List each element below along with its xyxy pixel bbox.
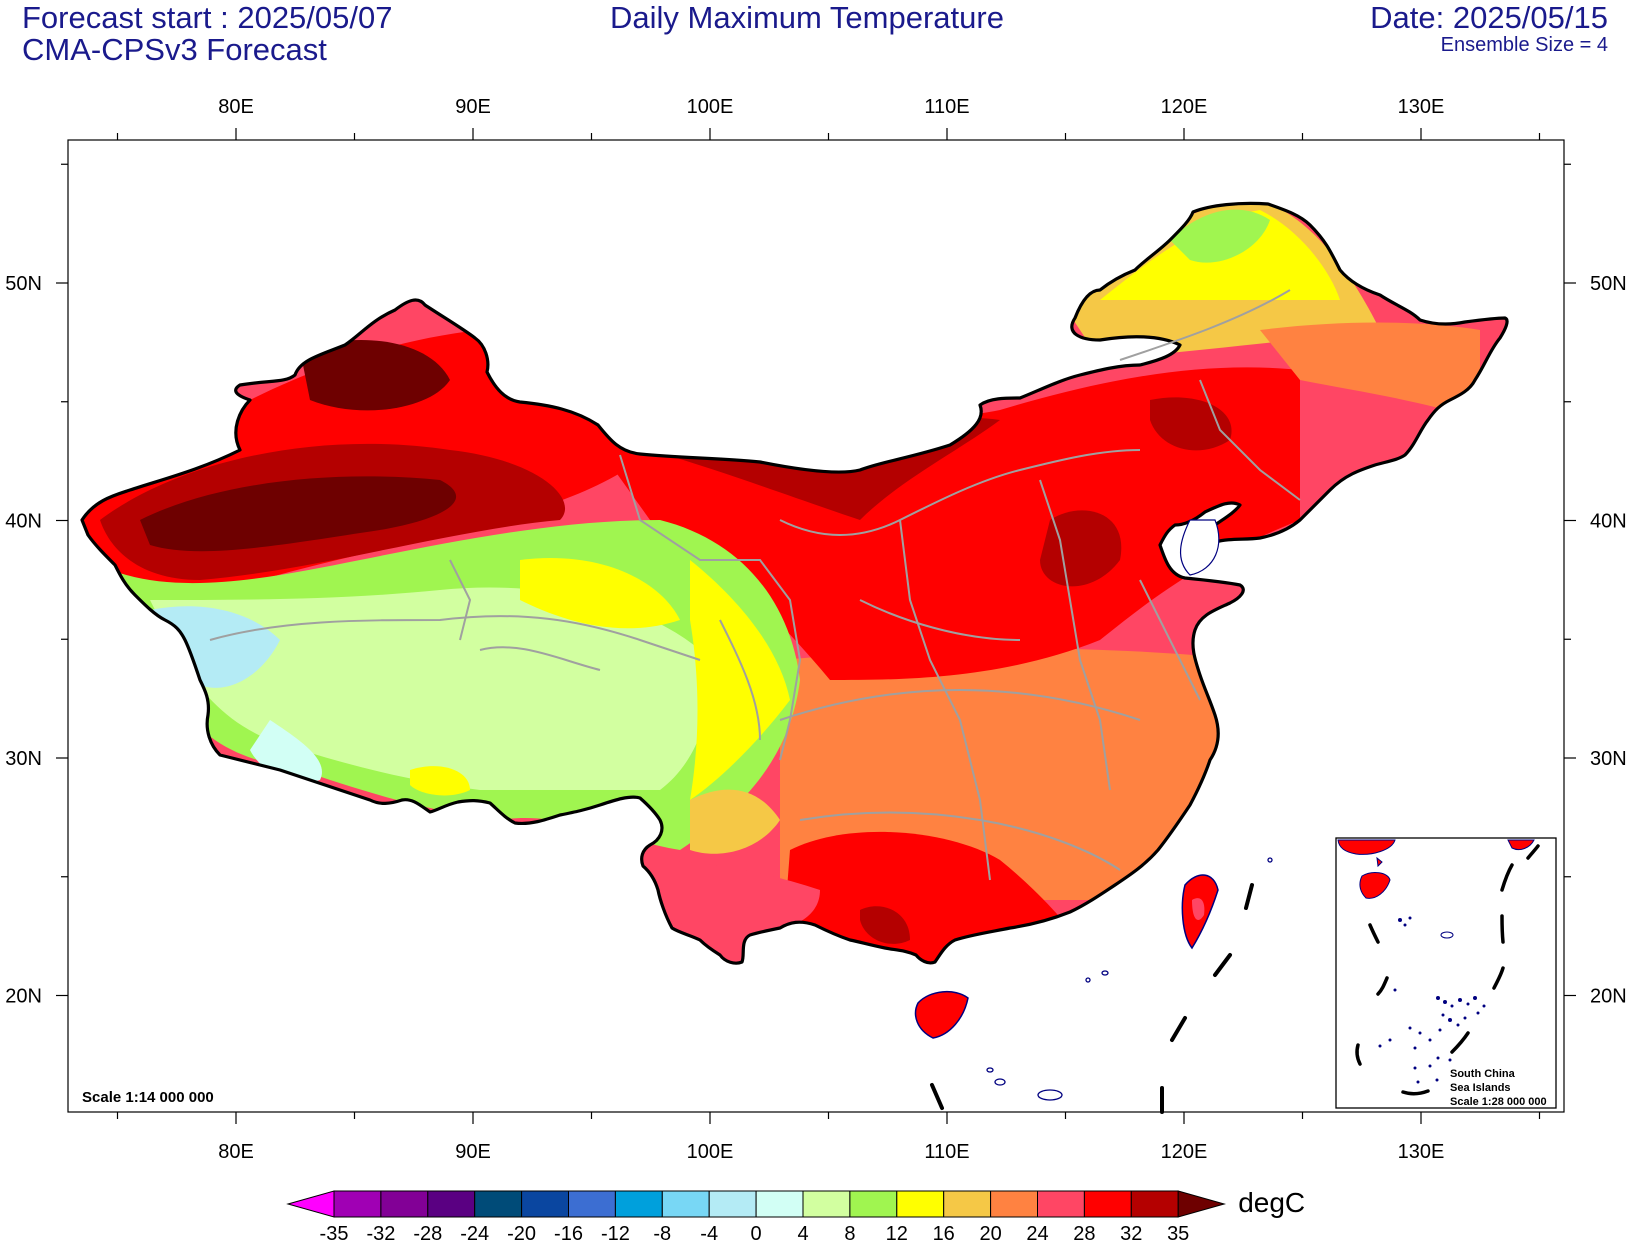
lat-tick-label-left: 50N xyxy=(5,273,42,295)
forecast-start-label: Forecast start : 2025/05/07 xyxy=(22,0,393,35)
lat-tick-label-left: 40N xyxy=(5,511,42,533)
lat-tick-label-right: 50N xyxy=(1590,273,1627,295)
lon-tick-label-top: 110E xyxy=(924,96,969,118)
inset-caption-scale: Scale 1:28 000 000 xyxy=(1450,1096,1547,1108)
colorbar-bin xyxy=(427,1190,476,1218)
colorbar-bin xyxy=(849,1190,898,1218)
lat-tick-label-right: 20N xyxy=(1590,986,1627,1008)
map-axes: 80E 80E 90E 90E 100E 100E 110E 110E 120E 120E 130E… xyxy=(5,96,1626,1163)
colorbar-level-label: -16 xyxy=(554,1223,583,1241)
colorbar-bin xyxy=(568,1190,616,1218)
lon-tick-label-bottom: 120E xyxy=(1161,1141,1208,1163)
colorbar-bin xyxy=(614,1190,663,1218)
colorbar-bin xyxy=(990,1190,1038,1218)
lon-tick-label-bottom: 130E xyxy=(1398,1141,1445,1163)
lat-tick-label-left: 20N xyxy=(5,986,42,1008)
lon-tick-label-bottom: 110E xyxy=(924,1141,969,1163)
lon-tick-label-bottom: 100E xyxy=(687,1141,734,1163)
colorbar-level-label: 24 xyxy=(1026,1223,1048,1241)
colorbar-min-triangle xyxy=(286,1190,335,1218)
colorbar-level-label: 28 xyxy=(1073,1223,1095,1241)
colorbar-bin xyxy=(802,1190,851,1218)
south-china-sea-inset: South China Sea Islands Scale 1:28 000 0… xyxy=(1335,837,1557,1109)
colorbar-level-label: -35 xyxy=(320,1223,349,1241)
small-islands xyxy=(986,857,1273,1101)
colorbar-bin xyxy=(943,1190,992,1218)
colorbar-bin xyxy=(1037,1190,1085,1218)
lon-tick-label-top: 80E xyxy=(218,96,254,118)
lon-tick-label-top: 100E xyxy=(687,96,734,118)
colorbar-level-label: -28 xyxy=(413,1223,442,1241)
map-title: Daily Maximum Temperature xyxy=(610,0,1004,35)
colorbar-bin xyxy=(1083,1190,1132,1218)
colorbar-bin xyxy=(1130,1190,1179,1218)
colorbar-level-label: 0 xyxy=(751,1223,762,1241)
colorbar-bin xyxy=(896,1190,945,1218)
inset-islands xyxy=(1378,916,1486,1084)
model-name-label: CMA-CPSv3 Forecast xyxy=(22,32,327,67)
colorbar-level-label: 16 xyxy=(933,1223,955,1241)
map-scale-text: Scale 1:14 000 000 xyxy=(82,1089,214,1106)
colorbar-level-label: 35 xyxy=(1167,1223,1189,1241)
colorbar-max-triangle xyxy=(1177,1190,1227,1218)
hainan-island xyxy=(914,991,969,1039)
colorbar-level-label: 8 xyxy=(844,1223,855,1241)
colorbar-level-label: 20 xyxy=(979,1223,1001,1241)
ensemble-size-label: Ensemble Size = 4 xyxy=(1440,34,1608,56)
colorbar-level-label: -32 xyxy=(366,1223,395,1241)
colorbar-bin xyxy=(333,1190,382,1218)
colorbar-bin xyxy=(661,1190,710,1218)
colorbar-level-label: -12 xyxy=(601,1223,630,1241)
lat-tick-label-right: 30N xyxy=(1590,748,1627,770)
colorbar-level-label: 32 xyxy=(1120,1223,1142,1241)
colorbar: -35 -32 -28 -24 -20 -16 -12 -8 -4 0 4 8 12 16 20 24 28 32… xyxy=(286,1187,1305,1241)
inset-caption-line2: Sea Islands xyxy=(1450,1082,1511,1094)
valid-date-label: Date: 2025/05/15 xyxy=(1370,0,1608,35)
lon-tick-label-top: 130E xyxy=(1398,96,1445,118)
colorbar-bin xyxy=(755,1190,804,1218)
lat-tick-label-left: 30N xyxy=(5,748,42,770)
colorbar-level-label: -20 xyxy=(507,1223,536,1241)
lat-tick-label-right: 40N xyxy=(1590,511,1627,533)
lon-tick-label-top: 120E xyxy=(1161,96,1208,118)
colorbar-level-label: 12 xyxy=(886,1223,908,1241)
lon-tick-label-top: 90E xyxy=(455,96,491,118)
province-boundaries xyxy=(209,289,1301,881)
inset-caption-line1: South China xyxy=(1450,1068,1516,1080)
colorbar-level-label: -8 xyxy=(653,1223,671,1241)
colorbar-bin xyxy=(521,1190,569,1218)
lon-tick-label-bottom: 90E xyxy=(455,1141,491,1163)
colorbar-level-label: -24 xyxy=(460,1223,489,1241)
colorbar-unit-label: degC xyxy=(1238,1187,1305,1218)
colorbar-bin xyxy=(708,1190,757,1218)
maritime-boundary-dashes xyxy=(930,883,1254,1114)
colorbar-bin xyxy=(474,1190,523,1218)
colorbar-level-label: 4 xyxy=(797,1223,808,1241)
colorbar-level-label: -4 xyxy=(700,1223,718,1241)
china-border xyxy=(80,201,1509,965)
lon-tick-label-bottom: 80E xyxy=(218,1141,254,1163)
colorbar-bin xyxy=(380,1190,429,1218)
